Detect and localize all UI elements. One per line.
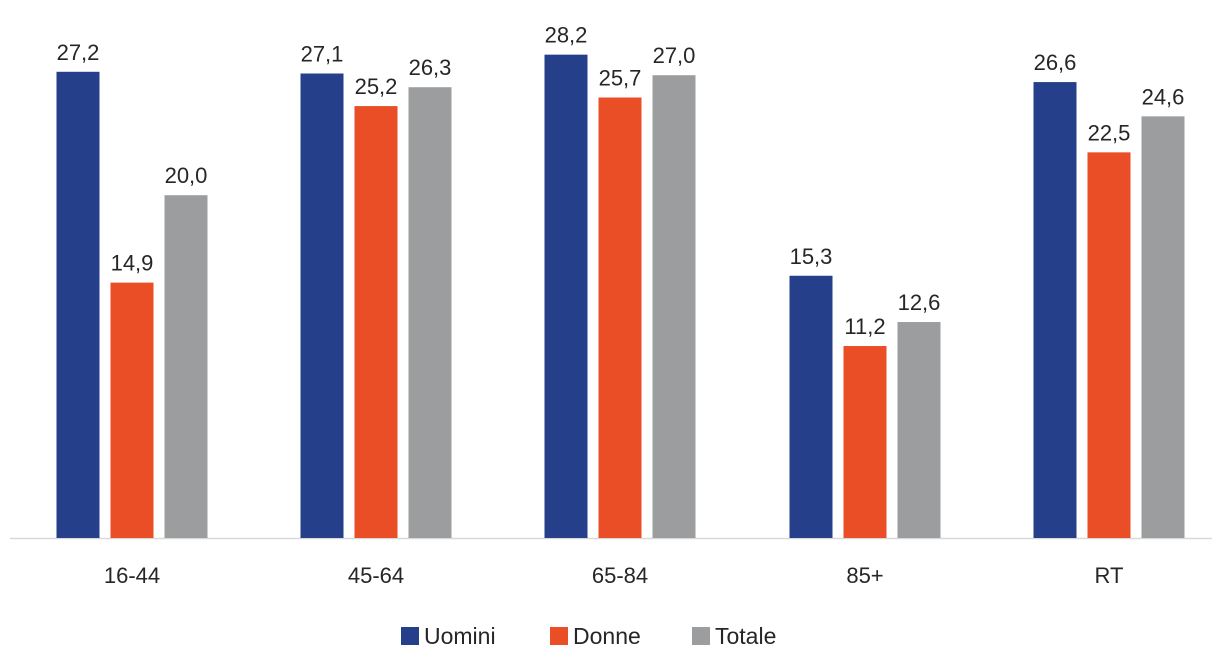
- legend: Uomini Donne Totale: [401, 623, 776, 646]
- bar-totale-65-84: [652, 75, 696, 538]
- x-tick-label-65-84: 65-84: [592, 563, 648, 588]
- bar-totale-45-64: [408, 87, 452, 538]
- data-label-uomini-65-84: 28,2: [545, 23, 588, 48]
- bar-totale-85+: [897, 322, 941, 538]
- bar-uomini-45-64: [300, 73, 344, 539]
- x-tick-label-85+: 85+: [846, 563, 883, 588]
- data-label-totale-45-64: 26,3: [409, 55, 452, 80]
- legend-label-uomini: Uomini: [424, 623, 496, 646]
- data-label-uomini-16-44: 27,2: [57, 40, 100, 65]
- bars-group: [56, 54, 1185, 539]
- data-label-donne-45-64: 25,2: [355, 74, 398, 99]
- bar-uomini-RT: [1033, 82, 1077, 539]
- x-tick-label-16-44: 16-44: [104, 563, 160, 588]
- data-label-totale-16-44: 20,0: [165, 163, 208, 188]
- bar-donne-RT: [1087, 152, 1131, 538]
- x-tick-label-45-64: 45-64: [348, 563, 404, 588]
- legend-swatch-uomini: [401, 627, 419, 645]
- data-label-donne-RT: 22,5: [1088, 120, 1131, 145]
- data-label-donne-16-44: 14,9: [111, 251, 154, 276]
- data-label-uomini-RT: 26,6: [1034, 50, 1077, 75]
- data-label-totale-85+: 12,6: [898, 290, 941, 315]
- bar-donne-45-64: [354, 106, 398, 539]
- bar-uomini-65-84: [544, 54, 588, 538]
- bar-donne-85+: [843, 346, 887, 538]
- bar-uomini-16-44: [56, 71, 100, 539]
- data-label-uomini-85+: 15,3: [790, 244, 833, 269]
- bar-donne-16-44: [110, 282, 154, 538]
- x-tick-labels-group: 16-44 45-64 65-84 85+ RT: [104, 563, 1124, 588]
- bar-donne-65-84: [598, 97, 642, 538]
- data-label-uomini-45-64: 27,1: [301, 42, 344, 67]
- data-label-donne-65-84: 25,7: [599, 66, 642, 91]
- bar-totale-16-44: [164, 195, 208, 538]
- bar-uomini-85+: [789, 275, 833, 538]
- data-labels-group: 27,2 14,9 20,0 27,1 25,2 26,3 28,2 25,7 27,0 15,3…: [57, 23, 1185, 339]
- data-label-totale-RT: 24,6: [1142, 84, 1185, 109]
- x-tick-label-RT: RT: [1095, 563, 1124, 588]
- data-label-totale-65-84: 27,0: [653, 43, 696, 68]
- legend-swatch-donne: [550, 627, 568, 645]
- data-label-donne-85+: 11,2: [844, 314, 885, 339]
- legend-swatch-totale: [692, 627, 710, 645]
- legend-label-totale: Totale: [715, 623, 776, 646]
- bar-totale-RT: [1141, 116, 1185, 538]
- legend-label-donne: Donne: [573, 623, 641, 646]
